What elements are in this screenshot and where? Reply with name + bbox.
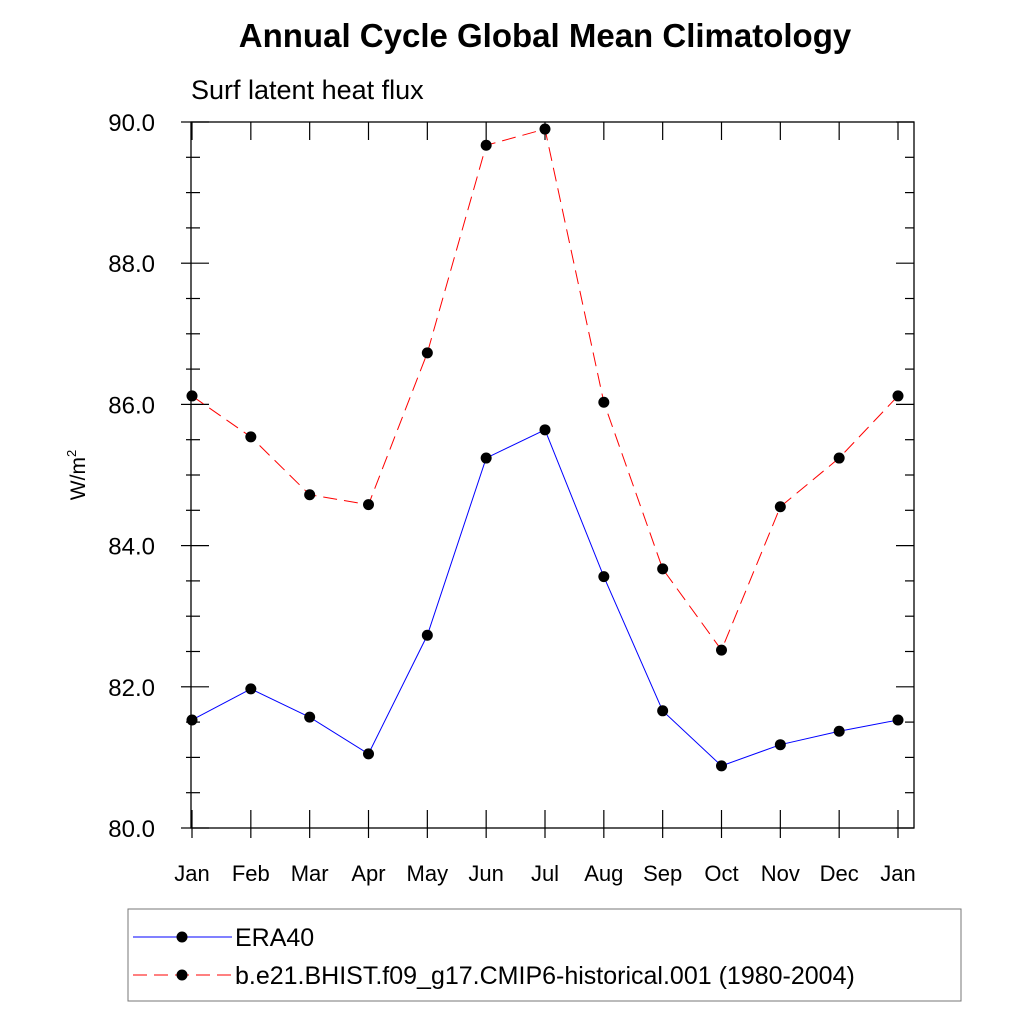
data-point <box>245 683 257 695</box>
y-tick-label: 90.0 <box>108 110 155 137</box>
data-point <box>480 139 492 151</box>
y-axis-label-sup: 2 <box>64 450 79 457</box>
legend-marker <box>176 931 188 943</box>
data-point <box>716 760 727 772</box>
y-axis-label: W/m2 <box>64 450 90 500</box>
data-point <box>363 499 374 511</box>
y-axis-label-text: W/m <box>67 457 90 500</box>
legend-label: b.e21.BHIST.f09_g17.CMIP6-historical.001… <box>235 962 855 990</box>
data-point <box>892 714 904 726</box>
data-point <box>598 571 610 583</box>
x-tick-label: Apr <box>351 861 385 886</box>
y-tick-label: 80.0 <box>108 816 155 843</box>
legend-marker <box>176 969 188 981</box>
x-tick-label: Jan <box>174 861 209 886</box>
legend-box <box>127 908 962 1002</box>
series-line-1 <box>191 128 899 652</box>
data-point <box>421 347 433 359</box>
x-tick-label: Aug <box>584 861 623 886</box>
data-point <box>245 431 257 443</box>
y-tick-label: 84.0 <box>108 534 155 561</box>
chart-subtitle: Surf latent heat flux <box>191 75 424 105</box>
y-tick-label: 86.0 <box>108 392 155 419</box>
x-tick-label: Nov <box>761 861 800 886</box>
svg-text:W/m2: W/m2 <box>64 450 90 500</box>
x-tick-label: Jan <box>880 861 915 886</box>
x-tick-label: Dec <box>820 861 859 886</box>
series-line-0 <box>191 429 899 767</box>
data-point <box>363 748 374 760</box>
data-point <box>657 705 669 717</box>
data-point <box>539 123 551 135</box>
y-tick-label: 82.0 <box>108 675 155 702</box>
legend-label: ERA40 <box>235 924 314 952</box>
x-tick-label: Feb <box>232 861 270 886</box>
x-tick-label: May <box>407 861 449 886</box>
x-tick-label: Oct <box>704 861 738 886</box>
data-point <box>186 714 198 726</box>
data-point <box>186 390 198 402</box>
data-point <box>304 489 316 501</box>
data-point <box>304 711 316 723</box>
data-point <box>774 501 786 513</box>
data-point <box>657 563 669 575</box>
data-point <box>774 739 786 751</box>
plot-frame <box>190 121 915 829</box>
data-point <box>716 644 727 656</box>
x-tick-label: Jul <box>531 861 559 886</box>
data-point <box>598 396 610 408</box>
data-point <box>833 725 845 737</box>
y-tick-label: 88.0 <box>108 251 155 278</box>
x-tick-label: Jun <box>468 861 503 886</box>
data-point <box>892 390 904 402</box>
data-point <box>833 452 845 464</box>
x-tick-label: Sep <box>643 861 682 886</box>
data-point <box>539 424 551 436</box>
data-point <box>480 452 492 464</box>
chart-title: Annual Cycle Global Mean Climatology <box>239 17 852 54</box>
x-tick-label: Mar <box>291 861 329 886</box>
data-point <box>421 629 433 641</box>
